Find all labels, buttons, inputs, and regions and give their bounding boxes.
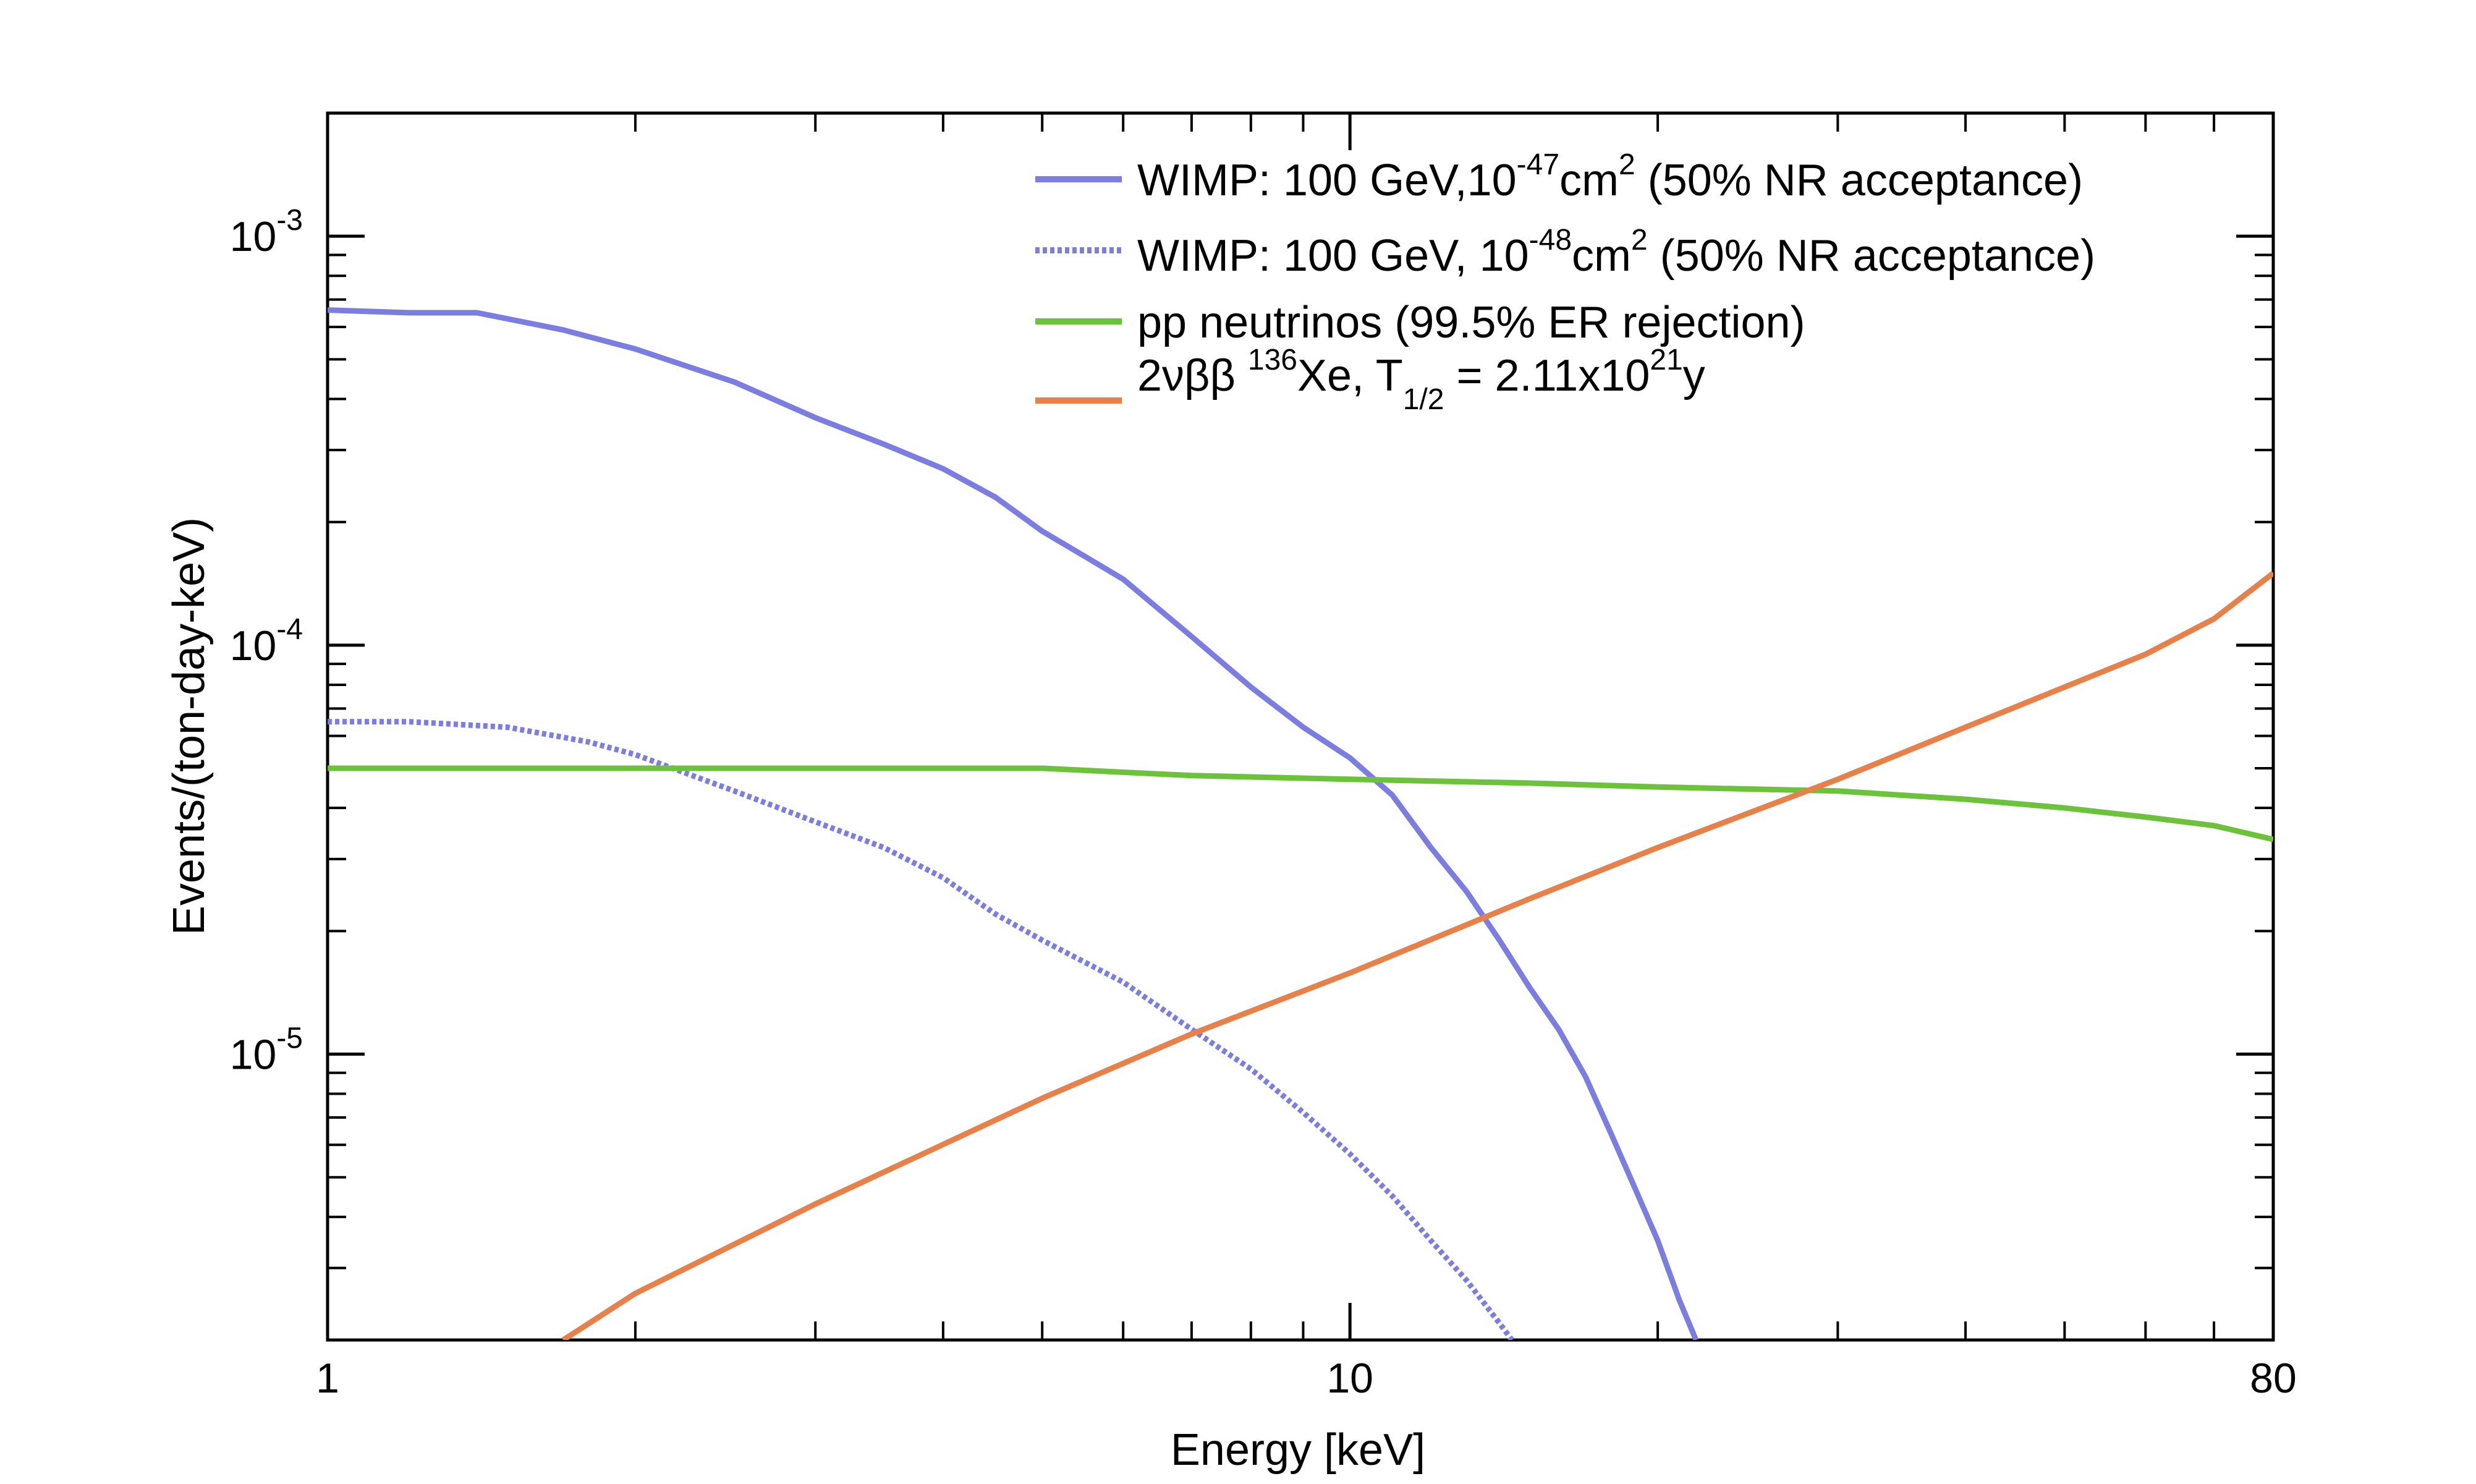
y-tick-label: 10-3 — [230, 204, 303, 260]
y-tick-label: 10-4 — [230, 613, 303, 669]
series-line-4 — [561, 570, 2273, 1340]
legend-label-2vbb: 2νββ 136Xe, T1/2 = 2.11x1021y — [1137, 344, 1705, 416]
ticks — [326, 112, 2273, 1341]
legend-label-wimp-48: WIMP: 100 GeV, 10-48cm2 (50% NR acceptan… — [1137, 224, 2095, 281]
series-line-1 — [328, 307, 1699, 1340]
x-tick-label: 80 — [2250, 1355, 2297, 1402]
series-line-2 — [328, 719, 1514, 1340]
series-line-3 — [328, 765, 2273, 842]
legend-label-pp-neutrinos: pp neutrinos (99.5% ER rejection) — [1137, 298, 1805, 347]
y-tick-label: 10-5 — [230, 1022, 303, 1079]
tick-labels: 1 10 80 10-3 10-4 10-5 — [230, 204, 2297, 1402]
x-tick-label: 10 — [1326, 1355, 1373, 1402]
series-group — [328, 307, 2273, 1340]
plot-frame — [326, 111, 2275, 1342]
legend: WIMP: 100 GeV,10-47cm2 (50% NR acceptanc… — [1035, 148, 2095, 416]
y-axis-title: Events/(ton-day-keV) — [164, 517, 214, 935]
x-tick-label: 1 — [316, 1355, 339, 1402]
x-axis-title: Energy [keV] — [1171, 1425, 1425, 1475]
legend-label-wimp-47: WIMP: 100 GeV,10-47cm2 (50% NR acceptanc… — [1137, 148, 2083, 205]
